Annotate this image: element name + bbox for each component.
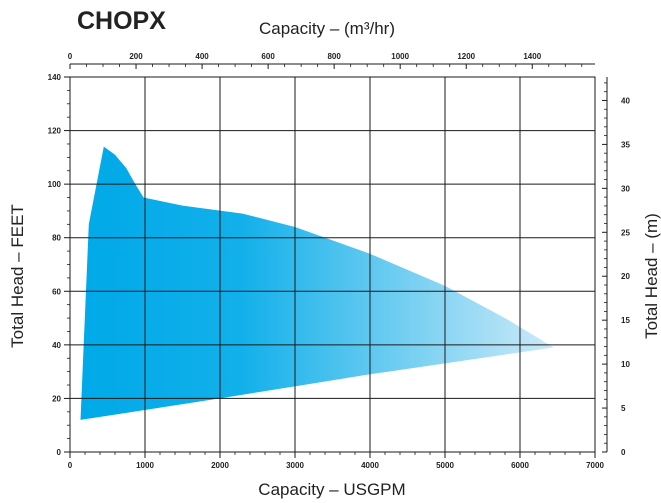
y-tick-label: 120 (48, 127, 62, 136)
right-tick-label: 0 (621, 448, 626, 457)
right-tick-label: 20 (621, 272, 630, 281)
top-tick-label: 1200 (457, 52, 475, 61)
y-tick-label: 40 (52, 341, 61, 350)
top-tick-label: 600 (261, 52, 275, 61)
x-tick-label: 1000 (136, 461, 154, 470)
x-tick-label: 0 (68, 461, 73, 470)
top-tick-label: 400 (195, 52, 209, 61)
x-tick-label: 6000 (511, 461, 529, 470)
right-axis-label: Total Head – (m) (642, 213, 661, 339)
right-tick-label: 10 (621, 360, 630, 369)
y-tick-label: 20 (52, 394, 61, 403)
grid (70, 77, 595, 452)
y-tick-label: 100 (48, 180, 62, 189)
top-axis-ticks: 0 200 400 600 800 1000 1200 1400 (68, 52, 595, 69)
x-tick-label: 5000 (436, 461, 454, 470)
top-tick-label: 1000 (391, 52, 409, 61)
top-tick-label: 1400 (523, 52, 541, 61)
right-tick-label: 5 (621, 404, 626, 413)
y-tick-label: 0 (57, 448, 62, 457)
right-tick-label: 15 (621, 316, 630, 325)
left-axis-label: Total Head – FEET (8, 204, 27, 348)
y-tick-label: 80 (52, 234, 61, 243)
right-tick-label: 30 (621, 184, 630, 193)
x-tick-label: 3000 (286, 461, 304, 470)
right-axis-ticks: 0 5 10 15 20 25 30 35 40 (602, 77, 630, 457)
y-tick-label: 60 (52, 287, 61, 296)
right-tick-label: 40 (621, 96, 630, 105)
y-axis-ticks: 0 20 40 60 80 100 120 140 (48, 73, 70, 457)
top-tick-label: 200 (129, 52, 143, 61)
chart-title: CHOPX (77, 7, 166, 35)
x-tick-label: 4000 (361, 461, 379, 470)
right-tick-label: 35 (621, 140, 630, 149)
x-axis-ticks: 0 1000 2000 3000 4000 5000 6000 7000 (68, 452, 604, 470)
y-tick-label: 140 (48, 73, 62, 82)
operating-range-area (80, 146, 554, 420)
top-tick-label: 0 (68, 52, 73, 61)
right-tick-label: 25 (621, 228, 630, 237)
top-axis-label: Capacity – (m³/hr) (259, 19, 395, 38)
x-tick-label: 7000 (586, 461, 604, 470)
bottom-axis-label: Capacity – USGPM (258, 480, 405, 499)
x-tick-label: 2000 (211, 461, 229, 470)
top-tick-label: 800 (327, 52, 341, 61)
